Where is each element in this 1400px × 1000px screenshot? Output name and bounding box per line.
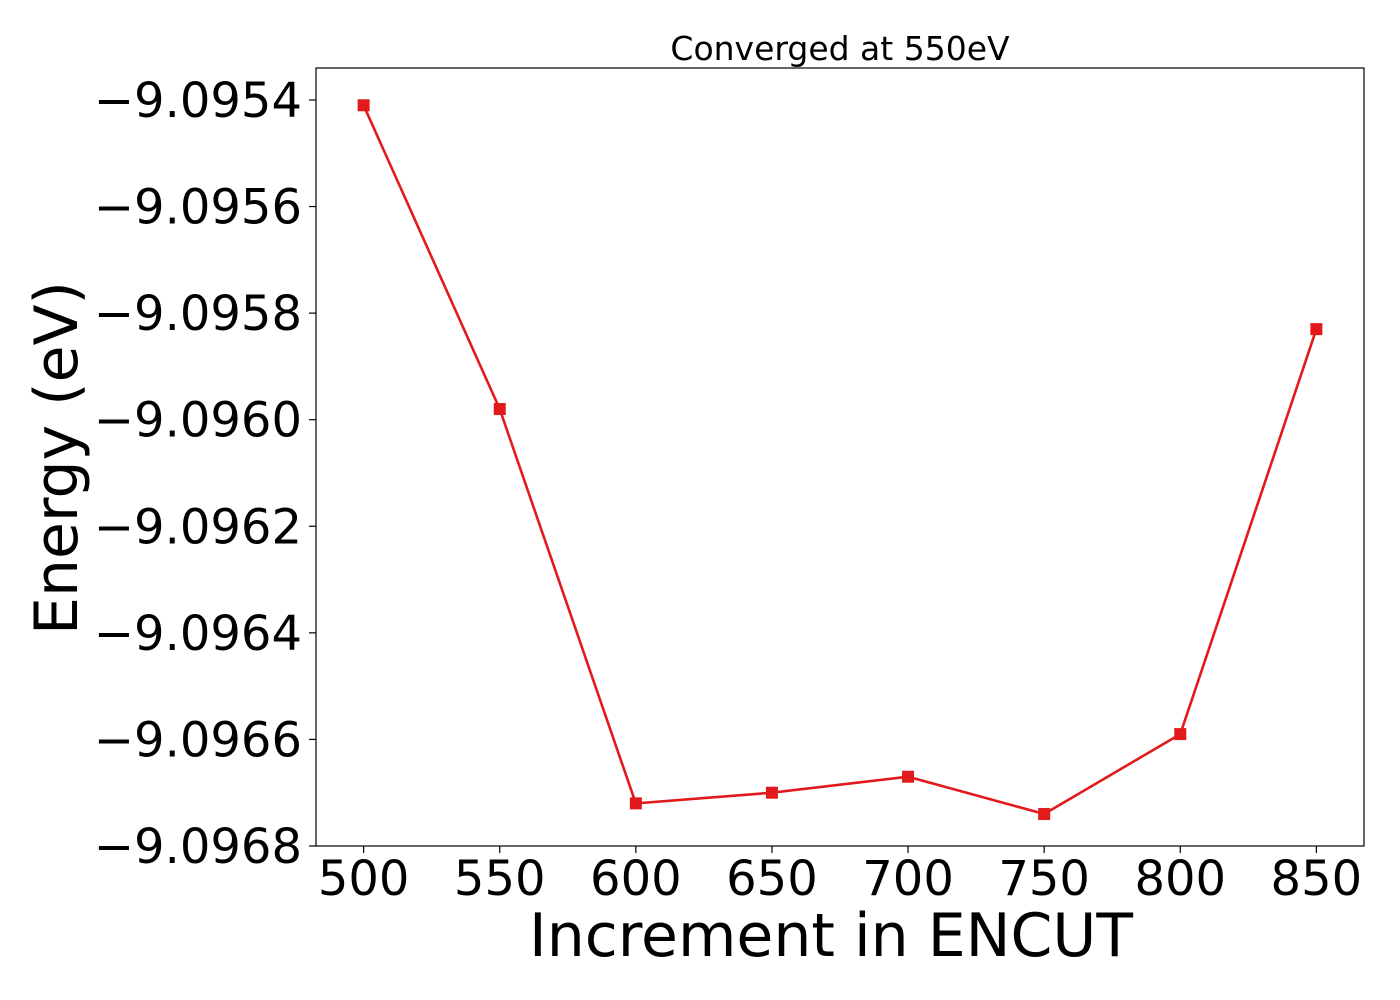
- y-tick-label: −9.0956: [94, 180, 302, 236]
- y-tick-label: −9.0966: [94, 712, 302, 768]
- x-tick-label: 650: [726, 851, 818, 907]
- axes-frame: [315, 67, 1365, 847]
- plot-area: [357, 99, 1323, 821]
- x-tick-label: 750: [998, 851, 1090, 907]
- x-tick-label: 550: [454, 851, 546, 907]
- x-tick-label: 850: [1271, 851, 1363, 907]
- data-point-marker: [765, 786, 778, 799]
- data-point-marker: [629, 797, 642, 810]
- y-axis-ticks: −9.0954 −9.0956 −9.0958 −9.0960 −9.0962 −9.09…: [94, 73, 316, 875]
- data-point-marker: [493, 403, 506, 416]
- y-axis-label: Energy (eV): [22, 281, 92, 635]
- x-axis-ticks: 500 550 600 650 700 750 800 850: [318, 846, 1362, 907]
- chart-title: Converged at 550eV: [670, 29, 1010, 68]
- y-tick-label: −9.0958: [94, 286, 302, 342]
- x-tick-label: 700: [862, 851, 954, 907]
- y-tick-label: −9.0968: [94, 819, 302, 875]
- data-point-marker: [1310, 323, 1323, 336]
- series-line: [362, 104, 1318, 816]
- x-tick-label: 600: [590, 851, 682, 907]
- y-tick-label: −9.0962: [94, 499, 302, 555]
- x-tick-label: 500: [318, 851, 410, 907]
- y-tick-label: −9.0954: [94, 73, 302, 129]
- data-point-marker: [1174, 728, 1187, 741]
- x-tick-label: 800: [1134, 851, 1226, 907]
- data-point-marker: [902, 770, 915, 783]
- data-point-marker: [1038, 808, 1051, 821]
- y-tick-label: −9.0964: [94, 606, 302, 662]
- data-point-marker: [357, 99, 370, 112]
- y-tick-label: −9.0960: [94, 393, 302, 449]
- x-axis-label: Increment in ENCUT: [529, 901, 1133, 971]
